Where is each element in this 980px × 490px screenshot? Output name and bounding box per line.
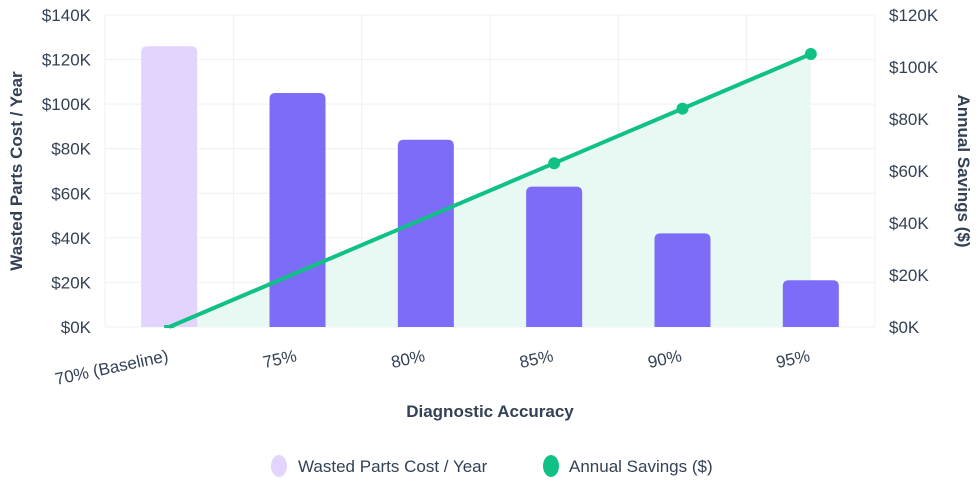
bar-wasted-parts-cost xyxy=(654,233,711,327)
bar-wasted-parts-cost xyxy=(397,139,454,327)
y-left-axis-title: Wasted Parts Cost / Year xyxy=(7,71,26,271)
y-left-tick-label: $100K xyxy=(42,95,92,114)
x-tick-label: 80% xyxy=(389,346,426,372)
savings-area-fill xyxy=(169,54,811,327)
x-tick-label: 95% xyxy=(774,346,811,372)
y-right-tick-label: $0K xyxy=(889,318,920,337)
savings-point xyxy=(548,157,561,170)
legend-label-annual-savings: Annual Savings ($) xyxy=(569,457,713,476)
savings-line xyxy=(164,48,817,329)
y-right-tick-label: $100K xyxy=(889,58,939,77)
y-right-tick-label: $80K xyxy=(889,110,929,129)
y-left-tick-label: $80K xyxy=(51,140,91,159)
savings-point xyxy=(164,325,175,328)
y-left-tick-label: $40K xyxy=(51,229,91,248)
x-tick-label: 90% xyxy=(646,346,683,372)
y-right-tick-label: $60K xyxy=(889,162,929,181)
x-axis-title: Diagnostic Accuracy xyxy=(406,402,574,421)
legend-swatch-annual-savings xyxy=(543,455,559,477)
x-tick-label: 70% (Baseline) xyxy=(53,346,170,389)
y-left-tick-label: $20K xyxy=(51,273,91,292)
y-left-tick-label: $140K xyxy=(42,6,92,25)
savings-line-path xyxy=(168,52,812,329)
y-left-tick-label: $60K xyxy=(51,184,91,203)
legend: Wasted Parts Cost / Year Annual Savings (… xyxy=(271,455,713,477)
bars xyxy=(141,46,839,327)
x-tick-label: 85% xyxy=(518,346,555,372)
savings-point xyxy=(676,102,689,115)
y-left-tick-label: $120K xyxy=(42,51,92,70)
y-right-axis-title: Annual Savings ($) xyxy=(954,94,973,247)
savings-point xyxy=(804,48,817,60)
savings-area xyxy=(169,54,811,327)
y-right-tick-label: $120K xyxy=(889,6,939,25)
legend-label-wasted-parts: Wasted Parts Cost / Year xyxy=(298,457,488,476)
y-left-tick-label: $0K xyxy=(61,318,92,337)
x-tick-label: 75% xyxy=(261,346,298,372)
bar-wasted-parts-cost xyxy=(526,186,583,327)
y-right-tick-label: $20K xyxy=(889,266,929,285)
bar-wasted-parts-cost xyxy=(269,93,326,327)
y-right-tick-label: $40K xyxy=(889,214,929,233)
bar-wasted-parts-cost xyxy=(141,46,198,327)
legend-swatch-wasted-parts xyxy=(271,455,287,477)
bar-wasted-parts-cost xyxy=(782,280,839,327)
